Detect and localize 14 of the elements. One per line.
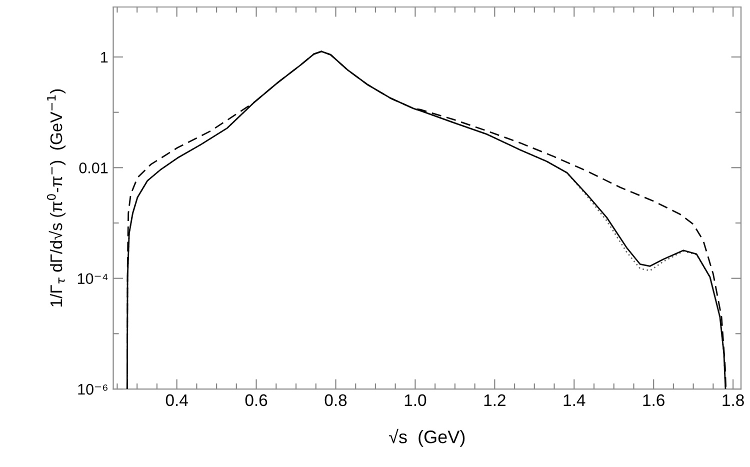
- x-tick-label: 1.4: [564, 394, 586, 406]
- x-tick-label: 1.2: [484, 394, 506, 406]
- x-tick-label: 1.6: [643, 394, 664, 406]
- y-tick-label: 10⁻⁶: [78, 384, 108, 395]
- x-tick-label: 1.8: [722, 394, 744, 406]
- text: 1/Γ$_{τ}$ dΓ/d√s (π$^{0}$-π$^{−}$) (GeV$^{−1}$): [46, 89, 66, 306]
- x-tick-label: 1.0: [404, 394, 426, 406]
- x-axis-title: √s (GeV): [389, 428, 465, 447]
- y-tick-label: 10⁻⁴: [78, 273, 108, 284]
- x-tick-label: 0.8: [324, 394, 347, 406]
- x-tick-label: 0.4: [166, 394, 188, 406]
- y-tick-label: 0.01: [79, 162, 108, 174]
- x-tick-label: 0.6: [245, 394, 268, 406]
- y-tick-label: 1: [101, 52, 108, 63]
